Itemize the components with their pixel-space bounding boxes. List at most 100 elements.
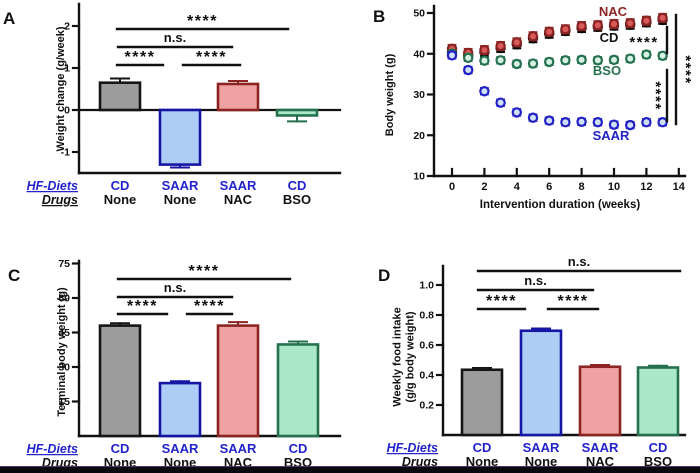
sig-stars-label: **** [187,13,218,30]
bar-CD-BSO [276,343,320,438]
video-player-bar [0,466,700,473]
y-tick-label: 1.0 [419,280,434,292]
diet-label: CD [289,441,308,456]
bar-CD-None [98,81,142,112]
x-tick-label: 14 [673,181,686,193]
marker-BSO [495,55,506,66]
bar-SAAR-NAC [216,82,260,112]
y-tick-label: 0.2 [419,400,434,412]
y-tick-label: 0.8 [419,310,434,322]
x-axis-label: Intervention duration (weeks) [480,199,641,211]
marker-NAC [527,31,539,42]
sig-stars-label: **** [647,81,664,110]
marker-SAAR [479,86,490,97]
y-axis-label: (g/g body weight) [405,311,417,402]
marker-NAC [495,40,506,52]
panel-d-weekly-food-intake-bar-chart: D 0.2 0.4 0.6 0.8 1.0 Weekly food intake (g/g b… [378,254,687,469]
marker-NAC [543,26,555,37]
series-label-NAC: NAC [599,4,628,19]
drug-label: BSO [283,192,311,207]
bar-SAAR-None [519,329,563,437]
marker-SAAR [495,97,506,108]
sig-stars-label: **** [558,293,589,310]
y-tick-label: 20 [413,130,425,142]
drug-label: None [466,454,499,469]
marker-BSO [479,55,490,66]
marker-BSO [462,52,474,64]
x-tick-label: 0 [449,181,455,193]
y-tick-label: 2 [64,21,70,33]
y-tick-label: 40 [413,48,425,60]
bar-SAAR-None [158,381,202,438]
y-axis-label: Weight change (g/week) [55,26,67,151]
diet-label: SAAR [220,441,257,456]
y-axis-label: Weekly food intake [392,307,404,406]
y-tick-label: 45 [58,327,70,339]
series-label-BSO: BSO [593,63,621,78]
diet-label: CD [473,440,492,455]
marker-BSO [527,58,539,69]
marker-BSO [543,56,555,68]
diet-label: CD [111,441,130,456]
marker-NAC [592,20,603,31]
sig-stars-label: **** [196,49,227,66]
sig-ns-label: n.s. [568,254,590,269]
sig-ns-label: n.s. [524,273,546,288]
drug-label: NAC [224,192,253,207]
panel-c-terminal-body-weight-bar-chart: C 15 30 45 60 75 Terminal body weight (g) **** *… [8,258,342,470]
y-axis-label: Body weight (g) [384,53,396,136]
sig-stars-label: **** [189,263,220,280]
sig-stars-label: **** [194,298,225,315]
x-tick-label: 6 [546,181,552,193]
marker-NAC [625,17,636,29]
y-tick-label: 0.6 [419,340,434,352]
marker-BSO [657,50,668,61]
x-tick-label: 12 [640,181,652,193]
drug-label: NAC [586,454,615,469]
row-header-hf-diets: HF-Diets [27,442,78,456]
series-label-CD: CD [600,30,619,45]
marker-SAAR [657,117,668,128]
series-label-SAAR: SAAR [593,128,630,143]
y-tick-label: 10 [413,171,425,183]
y-tick-label: 50 [413,8,425,20]
diet-label: SAAR [220,178,257,193]
marker-SAAR [592,117,603,128]
y-tick-label: 0 [64,105,70,117]
marker-BSO [608,54,620,66]
marker-SAAR [527,112,539,123]
marker-NAC [479,44,490,56]
drug-label: None [104,192,137,207]
y-tick-label: -1 [61,147,70,159]
marker-NAC [560,24,571,35]
row-header-hf-diets: HF-Diets [27,179,78,193]
diet-label: CD [288,178,307,193]
panel-letter: A [3,9,15,28]
drug-label: None [164,192,197,207]
panel-b-body-weight-scatter-chart: B 10 20 30 40 50 0 2 4 6 8 10 12 14 Body weight (g) Int… [373,4,694,211]
marker-SAAR [625,119,636,131]
bar-SAAR-NAC [216,324,260,438]
diet-label: SAAR [582,440,619,455]
marker-NAC [511,37,522,48]
panel-letter: D [378,266,390,285]
marker-SAAR [576,116,587,128]
diet-label: CD [111,178,130,193]
bar-SAAR-None [158,108,202,166]
x-tick-label: 8 [579,181,585,193]
y-tick-label: 30 [58,362,70,374]
sig-stars-label: **** [677,55,694,84]
y-tick-label: 30 [413,89,425,101]
marker-SAAR [641,117,652,128]
bar-CD-None [460,368,504,437]
panel-letter: C [8,266,20,285]
bar-CD-None [98,324,142,438]
row-header-hf-diets: HF-Diets [387,441,438,455]
y-tick-label: 60 [58,293,70,305]
y-tick-label: 1 [64,63,70,75]
marker-BSO [641,49,652,60]
y-tick-label: 0.4 [419,370,434,382]
marker-NAC [657,12,668,24]
drug-label: BSO [644,454,672,469]
